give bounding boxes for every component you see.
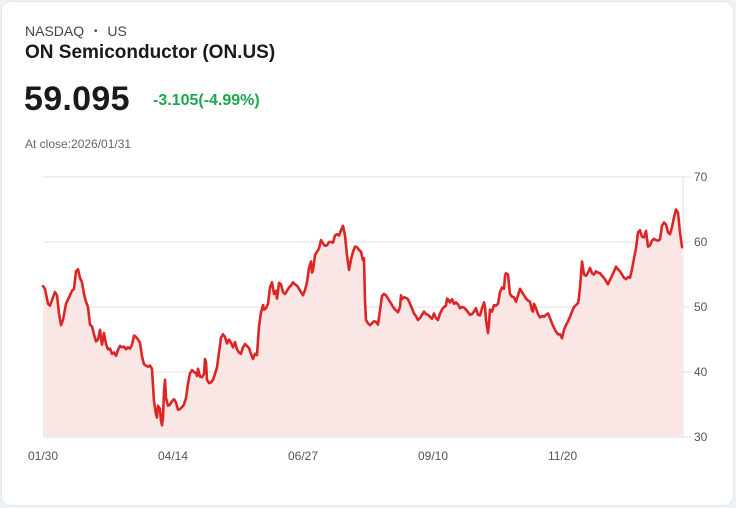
exchange-info: NASDAQ • US [25, 23, 127, 39]
x-tick-label: 06/27 [288, 449, 319, 463]
y-axis-labels: 30 40 50 60 70 [694, 170, 708, 444]
y-tick-label: 60 [694, 235, 708, 249]
x-tick-label: 01/30 [28, 449, 59, 463]
price-line [41, 208, 684, 427]
price-change: -3.105(-4.99%) [153, 92, 260, 109]
y-tick-label: 70 [694, 170, 708, 184]
price-area-fill [43, 209, 682, 437]
close-timestamp: At close:2026/01/31 [25, 137, 132, 151]
stock-title: ON Semiconductor (ON.US) [25, 42, 276, 63]
current-price: 59.095 [24, 80, 130, 118]
x-tick-label: 04/14 [158, 449, 189, 463]
y-tick-label: 50 [694, 300, 708, 314]
exchange-name: NASDAQ [25, 23, 85, 39]
y-tick-label: 40 [694, 365, 708, 379]
separator-dot: • [94, 26, 98, 37]
y-tick-label: 30 [694, 430, 708, 444]
x-tick-label: 11/20 [548, 449, 578, 463]
x-tick-label: 09/10 [418, 449, 449, 463]
market-name: US [107, 23, 127, 39]
